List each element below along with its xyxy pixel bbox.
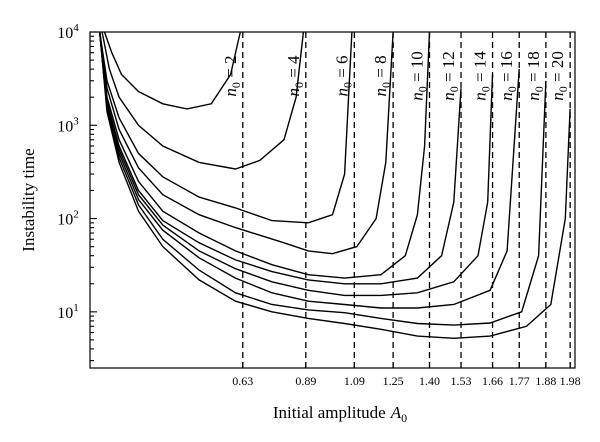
plot-frame [89,31,576,369]
y-tick-label: 103 [57,115,79,135]
curve-n0-8 [99,31,394,255]
x-tick-label: 1.66 [482,374,503,388]
x-axis-label-symbol: A [390,403,402,422]
curve-n0-2 [103,31,241,110]
curve-label-n0-12: n0 = 12 [439,51,461,101]
threshold-line-layer [242,32,571,368]
curve-n0-10 [99,31,431,279]
curve-n0-16 [99,31,520,309]
y-tick-label: 102 [57,209,79,229]
y-axis: 101 102 103 104 [57,22,97,362]
x-tick-label: 1.77 [509,374,530,388]
curve-label-n0-20: n0 = 20 [548,51,570,101]
x-axis-label: Initial amplitude A0 [273,403,407,425]
x-tick-label: 1.09 [344,374,365,388]
x-tick-label: 1.53 [451,374,472,388]
y-tick-label: 101 [57,302,79,322]
x-axis-label-text: Initial amplitude [273,403,386,422]
x-axis-ticks: 0.63 0.89 1.09 1.25 1.40 1.53 1.66 1.77 1.88 1.98 [232,362,581,388]
curve-n0-18 [99,31,547,326]
curve-labels: n0 = 2 n0 = 4 n0 = 6 n0 = 8 n0 = 10 n0 = 12 n0… [221,51,570,101]
curve-n0-14 [99,31,494,297]
x-tick-label: 0.63 [232,374,253,388]
curve-label-n0-6: n0 = 6 [332,55,354,96]
curve-label-n0-4: n0 = 4 [284,55,306,97]
x-tick-label: 1.25 [383,374,404,388]
x-axis-label-subscript: 0 [401,411,407,425]
curve-n0-4 [101,31,305,170]
y-tick-label: 104 [57,22,79,42]
curve-n0-12 [99,31,462,285]
x-tick-label: 1.98 [560,374,581,388]
curve-layer [99,31,571,340]
curve-label-n0-16: n0 = 16 [497,51,519,101]
curve-label-n0-8: n0 = 8 [371,55,393,96]
curve-label-n0-10: n0 = 10 [408,51,430,101]
curve-label-n0-18: n0 = 18 [524,51,546,101]
x-tick-label: 1.40 [419,374,440,388]
curve-label-n0-2: n0 = 2 [221,55,243,96]
y-axis-label: Instability time [19,148,38,251]
curve-n0-6 [99,31,353,224]
x-tick-label: 0.89 [295,374,316,388]
curve-label-n0-14: n0 = 14 [471,51,493,101]
x-tick-label: 1.88 [535,374,556,388]
curve-n0-20 [99,31,571,340]
